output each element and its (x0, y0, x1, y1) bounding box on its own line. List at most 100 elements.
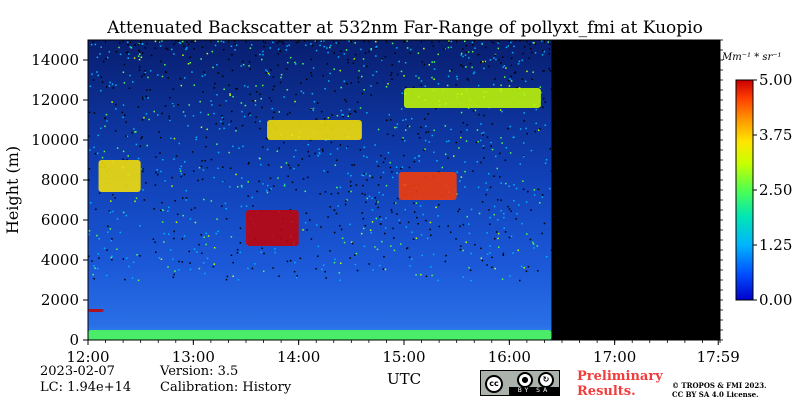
speckle (111, 194, 114, 196)
speckle (394, 202, 397, 204)
speckle (231, 53, 233, 56)
speckle (244, 104, 247, 107)
speckle (445, 254, 447, 257)
speckle (214, 44, 217, 47)
speckle (206, 257, 209, 260)
speckle (192, 170, 195, 172)
speckle (521, 78, 524, 80)
speckle (333, 209, 336, 212)
speckle (311, 92, 314, 95)
speckle (164, 64, 166, 66)
speckle (343, 80, 345, 83)
speckle (495, 231, 498, 233)
speckle (471, 50, 474, 53)
speckle (136, 253, 138, 256)
speckle (274, 251, 276, 254)
speckle (487, 65, 490, 68)
speckle (205, 145, 207, 148)
speckle (110, 239, 113, 242)
speckle (172, 258, 174, 261)
speckle (425, 275, 428, 278)
speckle (232, 145, 234, 148)
x-tick-label: 13:00 (172, 348, 215, 366)
speckle (482, 60, 484, 63)
speckle (347, 115, 349, 117)
speckle (188, 104, 190, 106)
speckle (161, 221, 164, 223)
speckle (398, 219, 400, 221)
speckle (267, 138, 269, 140)
speckle (460, 131, 462, 133)
speckle (131, 81, 134, 83)
speckle (393, 249, 396, 252)
speckle (427, 113, 429, 115)
speckle (175, 221, 178, 223)
speckle (517, 63, 520, 65)
speckle (514, 71, 517, 73)
speckle (272, 76, 275, 78)
speckle (481, 42, 483, 45)
speckle (106, 86, 108, 88)
speckle (129, 45, 131, 48)
speckle (216, 94, 218, 96)
speckle (266, 191, 269, 194)
speckle (329, 72, 331, 75)
speckle (96, 267, 99, 270)
speckle (502, 252, 505, 255)
speckle (360, 232, 363, 235)
speckle (230, 236, 233, 238)
speckle (426, 237, 429, 240)
speckle (381, 58, 383, 60)
speckle (222, 48, 225, 51)
speckle (510, 210, 512, 212)
speckle (157, 74, 159, 76)
speckle (345, 200, 347, 202)
speckle (333, 68, 335, 70)
speckle (310, 108, 312, 111)
speckle (544, 124, 547, 126)
speckle (203, 71, 205, 73)
speckle (478, 212, 481, 215)
speckle (194, 221, 197, 224)
speckle (210, 200, 213, 202)
speckle (518, 60, 521, 63)
speckle (230, 254, 233, 257)
speckle (497, 237, 499, 240)
speckle (549, 187, 551, 190)
speckle (375, 217, 378, 220)
speckle (349, 257, 351, 259)
y-tick-label: 14000 (31, 51, 79, 69)
speckle (167, 266, 169, 268)
speckle (169, 119, 171, 122)
speckle (232, 261, 234, 264)
speckle (451, 69, 453, 71)
speckle (124, 114, 126, 117)
speckle (365, 201, 367, 204)
speckle (93, 265, 95, 267)
speckle (189, 268, 192, 271)
speckle (92, 79, 95, 81)
x-tick-label: 16:00 (488, 348, 531, 366)
speckle (339, 279, 341, 282)
speckle (240, 205, 243, 208)
speckle (471, 66, 473, 69)
speckle (500, 62, 502, 64)
speckle (330, 141, 333, 144)
speckle (278, 48, 281, 51)
speckle (280, 76, 282, 79)
speckle (133, 57, 136, 59)
speckle (173, 237, 175, 240)
speckle (480, 247, 482, 250)
speckle (270, 100, 273, 102)
speckle (386, 133, 389, 135)
speckle (465, 51, 468, 53)
speckle (122, 211, 125, 214)
speckle (322, 150, 324, 152)
speckle (394, 126, 396, 129)
speckle (375, 40, 377, 43)
speckle (337, 56, 340, 58)
speckle (173, 43, 175, 46)
speckle (114, 130, 117, 132)
speckle (146, 144, 149, 147)
speckle (294, 100, 296, 103)
